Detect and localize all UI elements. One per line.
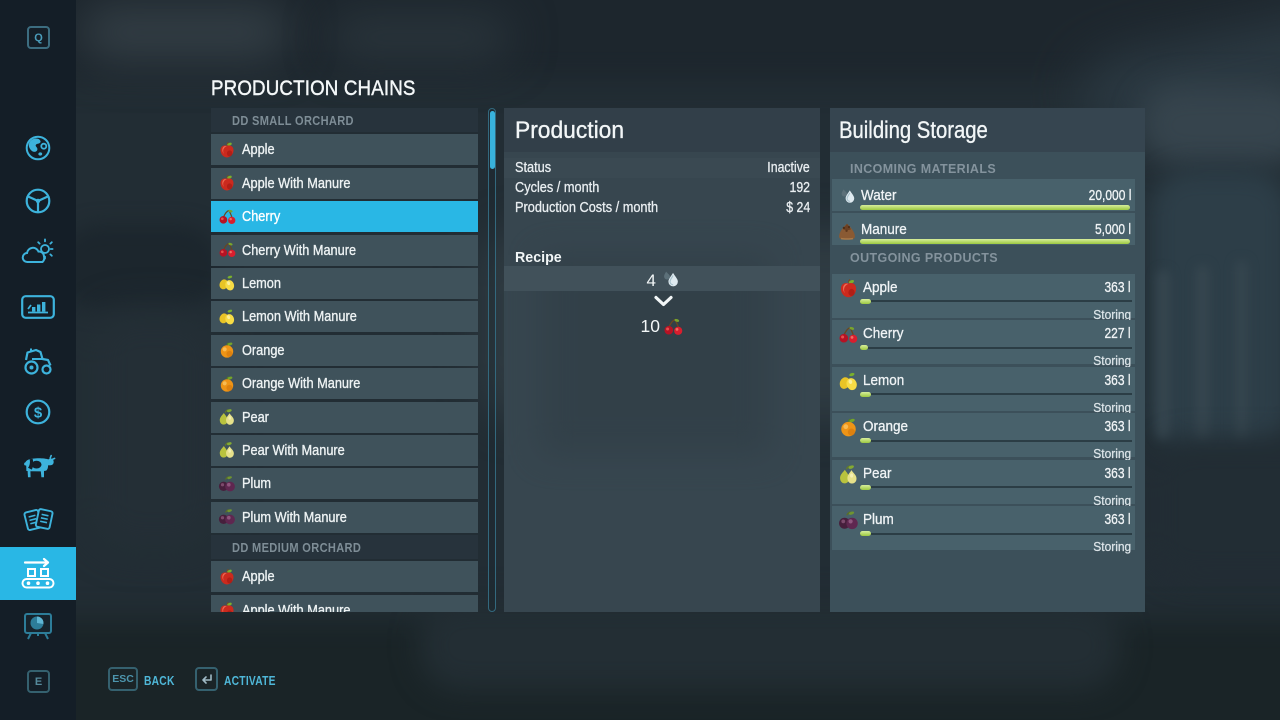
svg-text:$: $	[34, 405, 43, 422]
